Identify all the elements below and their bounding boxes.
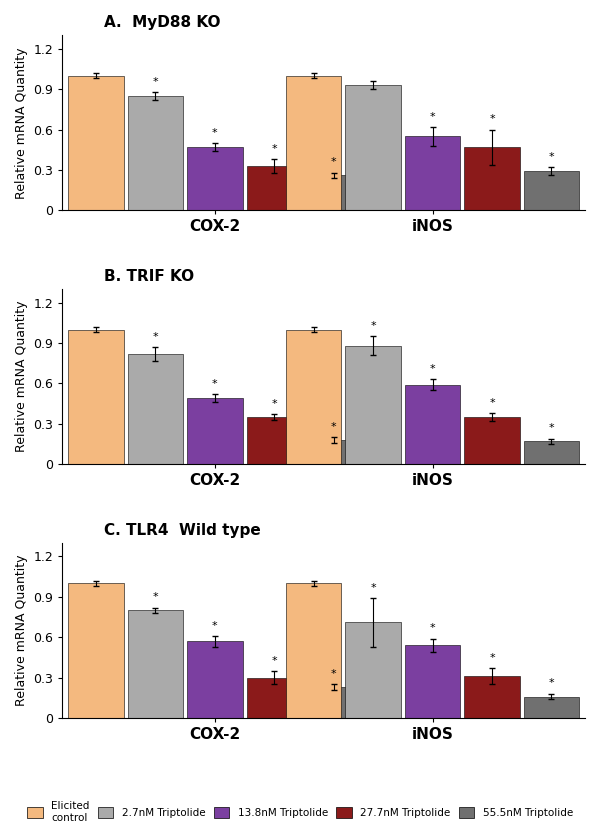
Text: *: *: [430, 364, 436, 374]
Bar: [405, 384, 460, 464]
Bar: [187, 147, 242, 210]
Text: *: *: [212, 127, 218, 137]
Bar: [128, 96, 183, 210]
Bar: [247, 417, 302, 464]
Text: *: *: [370, 321, 376, 331]
Bar: [286, 583, 341, 718]
Bar: [524, 171, 579, 210]
Text: *: *: [271, 399, 277, 409]
Bar: [187, 399, 242, 464]
Text: *: *: [152, 332, 158, 342]
Y-axis label: Relative mRNA Quantity: Relative mRNA Quantity: [15, 301, 28, 453]
Bar: [247, 678, 302, 718]
Bar: [405, 646, 460, 718]
Text: *: *: [331, 157, 337, 167]
Text: *: *: [212, 621, 218, 631]
Text: *: *: [548, 423, 554, 433]
Bar: [68, 583, 124, 718]
Text: *: *: [271, 144, 277, 154]
Bar: [128, 354, 183, 464]
Bar: [464, 417, 520, 464]
Bar: [286, 329, 341, 464]
Bar: [68, 76, 124, 210]
Bar: [524, 696, 579, 718]
Text: B. TRIF KO: B. TRIF KO: [104, 269, 194, 284]
Text: *: *: [548, 678, 554, 688]
Text: *: *: [271, 656, 277, 666]
Bar: [187, 641, 242, 718]
Bar: [247, 166, 302, 210]
Bar: [306, 176, 361, 210]
Text: *: *: [152, 592, 158, 602]
Y-axis label: Relative mRNA Quantity: Relative mRNA Quantity: [15, 47, 28, 199]
Bar: [346, 622, 401, 718]
Text: *: *: [212, 379, 218, 389]
Text: *: *: [331, 669, 337, 679]
Text: *: *: [548, 152, 554, 162]
Bar: [464, 676, 520, 718]
Bar: [306, 440, 361, 464]
Bar: [346, 346, 401, 464]
Bar: [524, 441, 579, 464]
Text: *: *: [489, 398, 495, 408]
Text: *: *: [152, 77, 158, 87]
Y-axis label: Relative mRNA Quantity: Relative mRNA Quantity: [15, 555, 28, 706]
Text: A.  MyD88 KO: A. MyD88 KO: [104, 15, 221, 30]
Bar: [405, 136, 460, 210]
Bar: [128, 611, 183, 718]
Bar: [68, 329, 124, 464]
Text: C. TLR4  Wild type: C. TLR4 Wild type: [104, 522, 261, 537]
Text: *: *: [430, 111, 436, 121]
Bar: [346, 85, 401, 210]
Bar: [286, 76, 341, 210]
Text: *: *: [370, 583, 376, 593]
Text: *: *: [430, 623, 436, 633]
Bar: [464, 147, 520, 210]
Text: *: *: [331, 422, 337, 432]
Text: *: *: [489, 114, 495, 124]
Text: *: *: [489, 653, 495, 663]
Legend: Elicited
control, 2.7nM Triptolide, 13.8nM Triptolide, 27.7nM Triptolide, 55.5nM: Elicited control, 2.7nM Triptolide, 13.8…: [23, 797, 577, 827]
Bar: [306, 687, 361, 718]
